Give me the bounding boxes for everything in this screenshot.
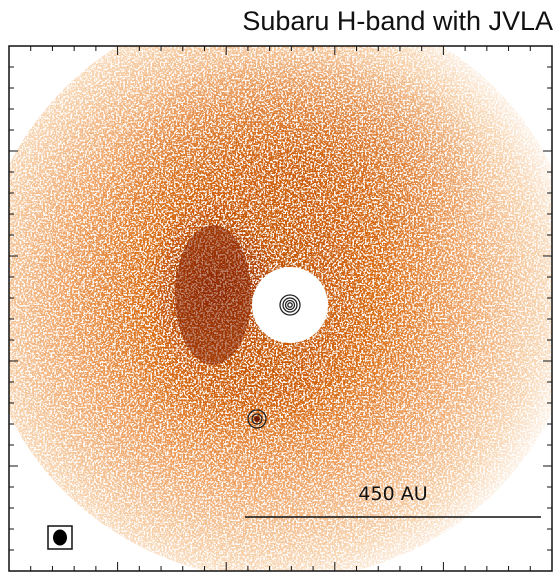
image [0, 0, 560, 575]
figure: Subaru H-band with JVLA 450 AU [0, 0, 560, 575]
coronagraph-mask [252, 267, 328, 343]
page: {"title": "Subaru H-band with JVLA", "sc… [0, 0, 560, 575]
companion [254, 416, 260, 422]
beam [53, 530, 67, 546]
figure-title: Subaru H-band with JVLA [242, 6, 553, 36]
scale-label: 450 AU [358, 483, 427, 505]
dark-arm [175, 225, 251, 365]
